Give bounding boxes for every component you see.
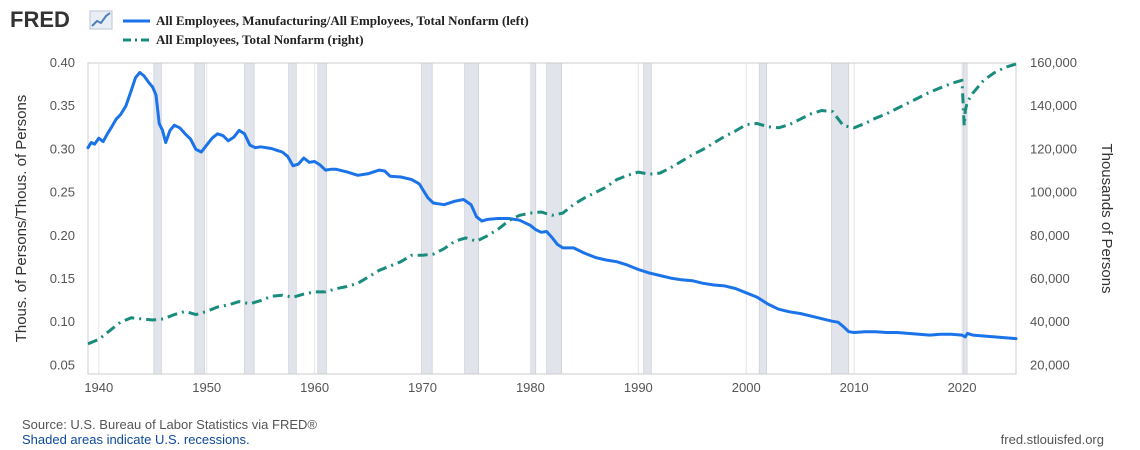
y-right-tick-label: 140,000 [1030,98,1077,113]
y-right-tick-label: 20,000 [1030,357,1070,372]
legend-label-manufacturing-ratio: All Employees, Manufacturing/All Employe… [156,13,529,28]
y-right-tick-label: 40,000 [1030,314,1070,329]
x-tick-label: 1970 [408,380,437,395]
y-right-tick-label: 120,000 [1030,141,1077,156]
series-lines [86,62,1018,346]
recession-band [643,62,652,375]
recession-band [244,62,255,375]
y-left-tick-label: 0.15 [50,271,75,286]
recession-band [546,62,563,375]
y-left-tick-label: 0.35 [50,98,75,113]
fred-logo-text: FRED [10,7,70,32]
y-right-tick-label: 80,000 [1030,228,1070,243]
y-axis-left-ticks: 0.40 0.35 0.30 0.25 0.20 0.15 0.10 0.05 [50,55,75,372]
recession-band [194,62,205,375]
x-tick-label: 2020 [948,380,977,395]
y-axis-left-title: Thous. of Persons/Thous. of Persons [13,95,30,343]
x-tick-label: 1980 [516,380,545,395]
recession-band [530,62,537,375]
x-tick-label: 1990 [624,380,653,395]
x-tick-label: 1960 [300,380,329,395]
recession-band [758,62,768,375]
x-tick-label: 1940 [84,380,113,395]
recession-band [421,62,433,375]
site-url[interactable]: fred.stlouisfed.org [1000,432,1104,447]
x-tick-label: 2010 [840,380,869,395]
x-axis-ticks: 1940 1950 1960 1970 1980 1990 2000 2010 2020 [84,380,976,395]
y-axis-right-ticks: 160,000 140,000 120,000 100,000 80,000 60,000… [1030,55,1077,372]
source-note: Source: U.S. Bureau of Labor Statistics … [22,417,317,432]
y-left-tick-label: 0.30 [50,141,75,156]
y-left-tick-label: 0.10 [50,314,75,329]
series-line-manufacturing-ratio[interactable] [86,71,1018,341]
recession-band [288,62,297,375]
y-axis-right-title: Thousands of Persons [1098,143,1115,293]
y-right-tick-label: 100,000 [1030,185,1077,200]
series-line-total-nonfarm[interactable] [87,62,1017,346]
y-right-tick-label: 60,000 [1030,271,1070,286]
recession-shading [153,62,968,375]
footer-source: Source: U.S. Bureau of Labor Statistics … [22,417,317,447]
legend-item-manufacturing-ratio[interactable]: All Employees, Manufacturing/All Employe… [123,13,529,28]
recession-note[interactable]: Shaded areas indicate U.S. recessions. [22,432,250,447]
fred-logo[interactable]: FRED [10,7,113,32]
y-left-tick-label: 0.05 [50,357,75,372]
y-right-tick-label: 160,000 [1030,55,1077,70]
y-left-tick-label: 0.40 [50,55,75,70]
recession-band [317,62,327,375]
y-left-tick-label: 0.20 [50,228,75,243]
legend-item-total-nonfarm[interactable]: All Employees, Total Nonfarm (right) [123,32,364,47]
y-left-tick-label: 0.25 [50,185,75,200]
x-tick-label: 2000 [732,380,761,395]
x-tick-label: 1950 [192,380,221,395]
plot-frame [87,62,1017,375]
fred-logo-graph-icon [89,10,113,30]
vertical-gridlines [98,63,963,374]
legend: All Employees, Manufacturing/All Employe… [123,13,529,47]
legend-label-total-nonfarm: All Employees, Total Nonfarm (right) [156,32,364,47]
